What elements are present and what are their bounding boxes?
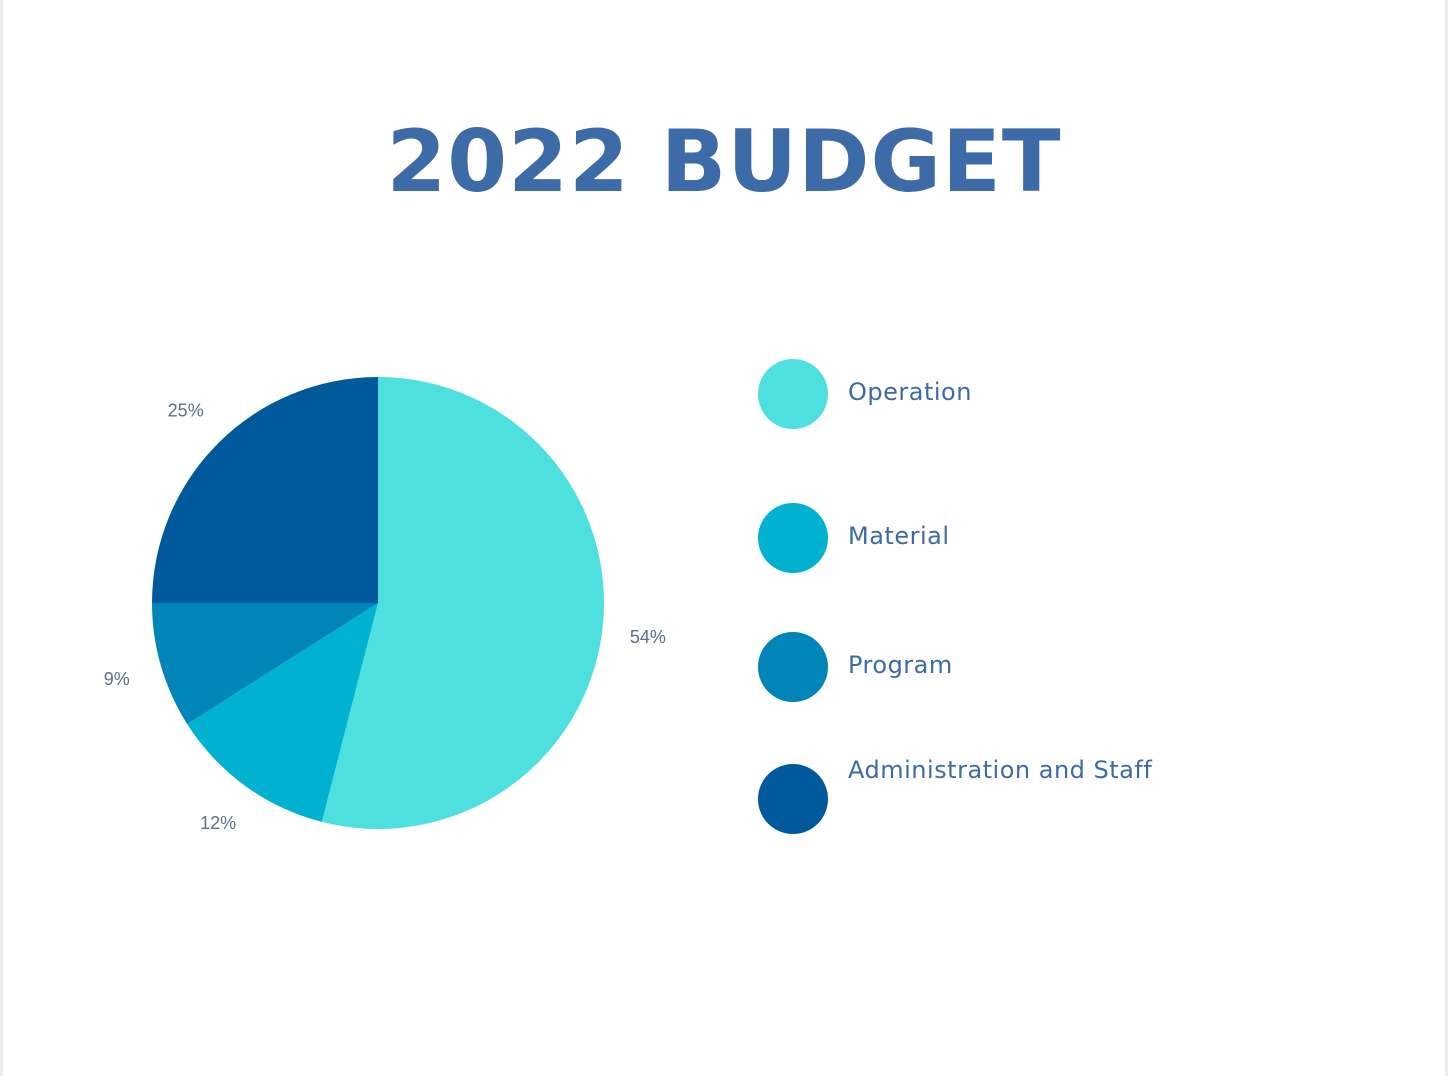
pie-label-operation: 54% <box>630 627 666 647</box>
pie-chart: 54% 12% 9% 25% <box>104 377 666 833</box>
chart-title: 2022 BUDGET <box>386 112 1062 212</box>
pie-slice-administration-and-staff <box>152 377 378 603</box>
pie-slice-material <box>187 603 378 822</box>
legend-label-operation: Operation <box>848 378 972 406</box>
pie-label-program: 9% <box>104 669 130 689</box>
pie-label-material: 12% <box>200 813 236 833</box>
legend-label-administration-and-staff: Administration and Staff <box>848 756 1153 784</box>
chart-page: 2022 BUDGET 54% 12% 9% 25% Operation Materi… <box>3 0 1445 1076</box>
pie-slice-operation <box>321 377 605 829</box>
legend-label-material: Material <box>848 522 950 550</box>
legend-swatch-operation <box>758 359 828 429</box>
legend-label-program: Program <box>848 651 953 679</box>
legend-swatch-administration-and-staff <box>758 764 828 834</box>
pie-slice-program <box>152 603 378 725</box>
pie-label-administration-and-staff: 25% <box>168 401 204 421</box>
legend-swatch-program <box>758 632 828 702</box>
legend-swatch-material <box>758 503 828 573</box>
